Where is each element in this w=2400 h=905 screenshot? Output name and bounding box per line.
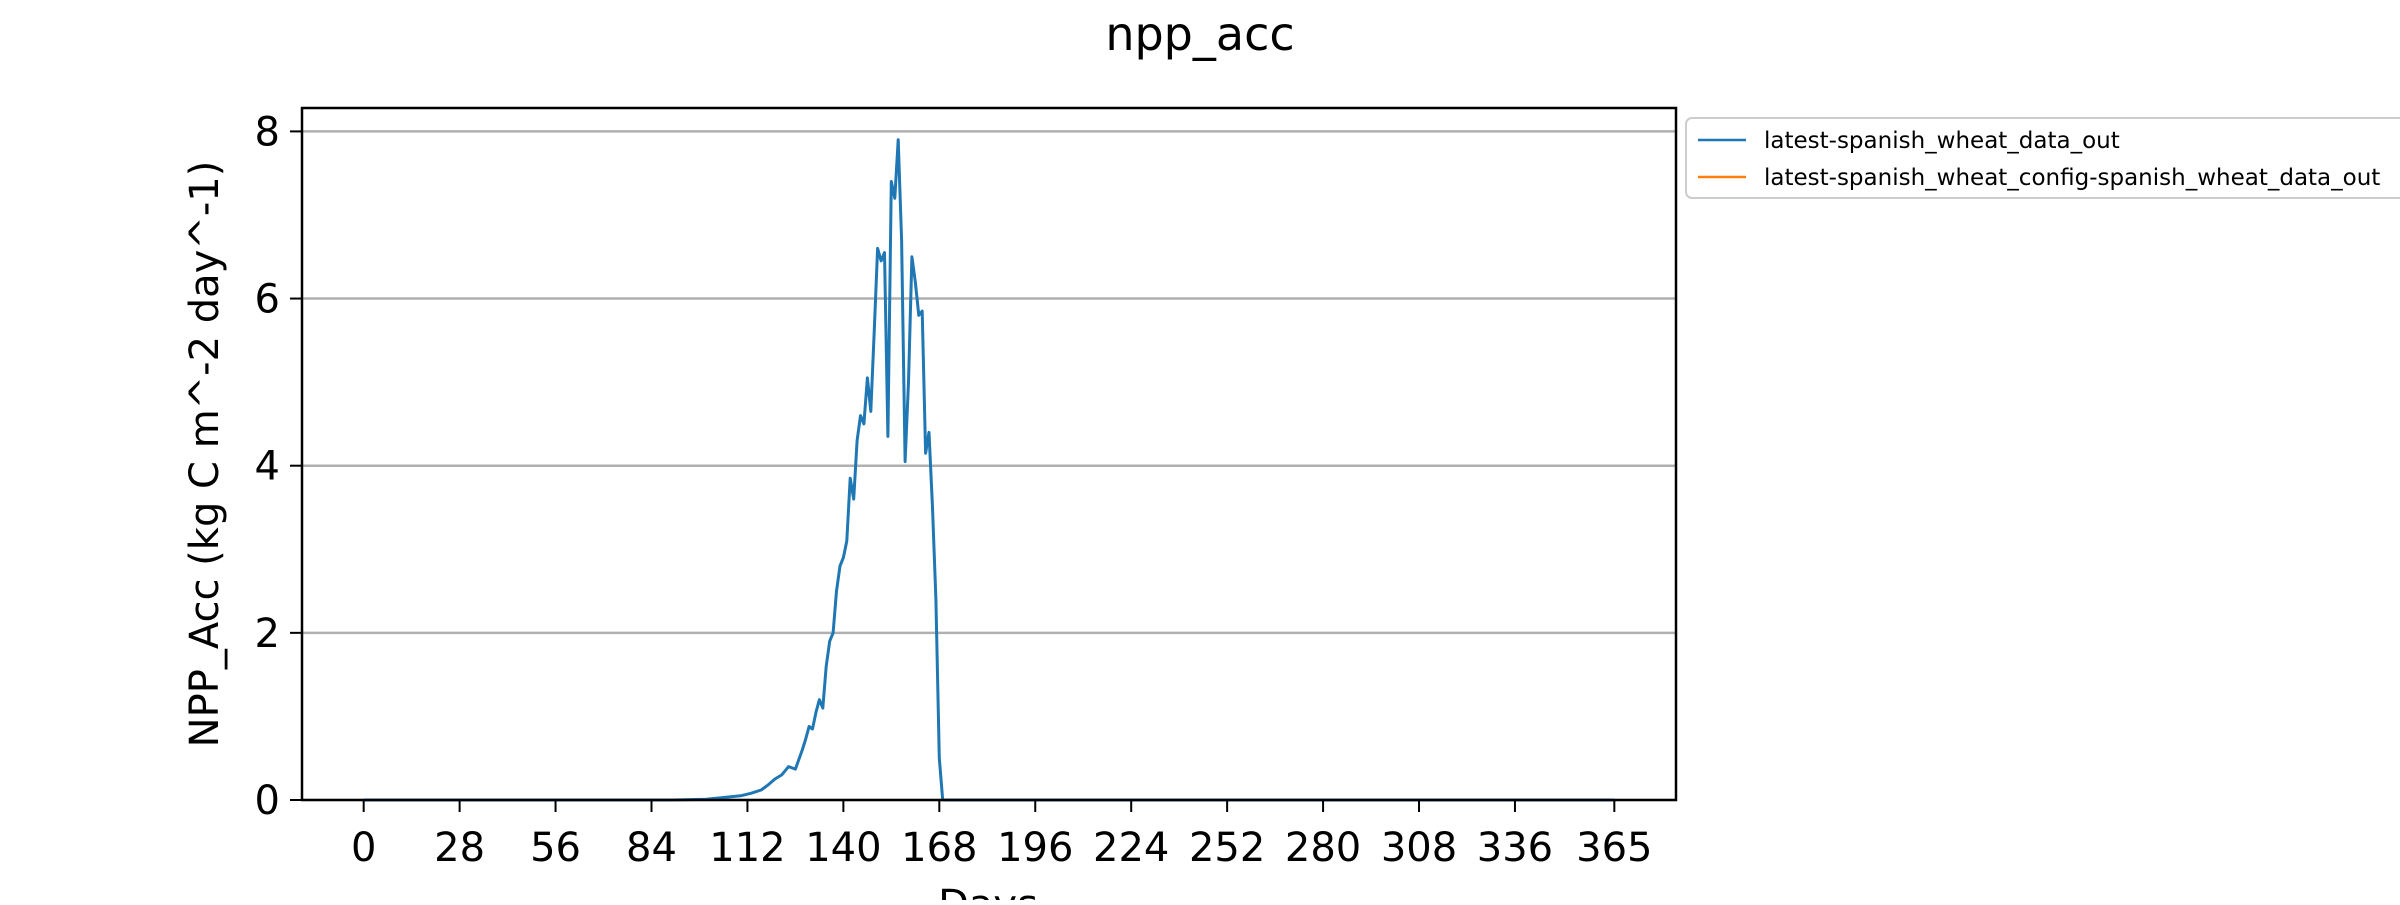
x-tick-label: 365 (1576, 825, 1652, 871)
legend-label-series-2: latest-spanish_wheat_config-spanish_whea… (1764, 165, 2380, 191)
grid-lines (302, 130, 1676, 802)
y-axis-label: NPP_Acc (kg C m^-2 day^-1) (182, 161, 228, 748)
x-tick-label: 336 (1477, 825, 1553, 871)
x-tick-label: 112 (709, 825, 785, 871)
chart-title: npp_acc (1105, 7, 1294, 61)
y-tick-label: 2 (255, 611, 280, 657)
x-tick-label: 0 (351, 825, 376, 871)
x-tick-label: 224 (1093, 825, 1169, 871)
series-line-1 (363, 138, 1615, 802)
y-tick-label: 8 (255, 109, 280, 155)
x-axis-ticks: 0 28 56 84 112 140 168 196 224 252 280 308 336 365 (351, 800, 1653, 871)
x-tick-label: 308 (1381, 825, 1457, 871)
y-tick-label: 6 (255, 277, 280, 323)
x-tick-label: 280 (1285, 825, 1361, 871)
x-axis-label: Days (938, 882, 1038, 900)
y-axis-ticks: 0 2 4 6 8 (255, 109, 302, 824)
plot-frame (300, 106, 1678, 802)
series-layer (363, 138, 1615, 802)
y-tick-label: 0 (255, 778, 280, 824)
x-tick-label: 56 (530, 825, 581, 871)
x-tick-label: 252 (1189, 825, 1265, 871)
y-tick-label: 4 (255, 444, 280, 490)
x-tick-label: 84 (626, 825, 677, 871)
x-tick-label: 28 (434, 825, 485, 871)
x-tick-label: 168 (901, 825, 977, 871)
x-tick-label: 140 (805, 825, 881, 871)
x-tick-label: 196 (997, 825, 1073, 871)
legend: latest-spanish_wheat_data_out latest-spa… (1685, 117, 2400, 199)
legend-label-series-1: latest-spanish_wheat_data_out (1764, 128, 2120, 154)
legend-box (1685, 117, 2400, 199)
